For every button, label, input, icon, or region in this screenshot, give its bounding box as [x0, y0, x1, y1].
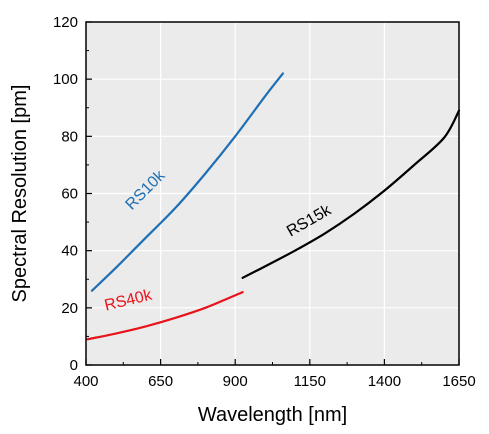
y-tick-label: 0: [70, 357, 78, 374]
x-tick-label: 1400: [368, 373, 401, 390]
grid-lines: [85, 21, 460, 366]
x-tick-label: 1650: [442, 373, 475, 390]
series-line-rs40k: [86, 291, 244, 341]
y-tick-label: 20: [61, 300, 78, 317]
x-tick-label: 900: [223, 373, 248, 390]
y-tick-label: 60: [61, 186, 78, 203]
y-tick-label: 40: [61, 243, 78, 260]
y-tick-label: 100: [53, 71, 78, 88]
x-tick-label: 400: [73, 373, 98, 390]
y-tick-label: 120: [53, 14, 78, 31]
x-tick-label: 650: [148, 373, 173, 390]
axis-ticks: 400 650 900 1150 1400 1650 0 20 40 60 80 100 120: [53, 14, 476, 390]
x-axis-label: Wavelength [nm]: [198, 404, 347, 426]
series-line-rs10k: [90, 72, 285, 292]
series-lines: [86, 72, 461, 341]
series-line-rs15k: [241, 109, 461, 279]
y-axis-label: Spectral Resolution [pm]: [9, 85, 31, 303]
x-tick-label: 1150: [294, 373, 326, 390]
y-tick-label: 80: [61, 128, 78, 145]
